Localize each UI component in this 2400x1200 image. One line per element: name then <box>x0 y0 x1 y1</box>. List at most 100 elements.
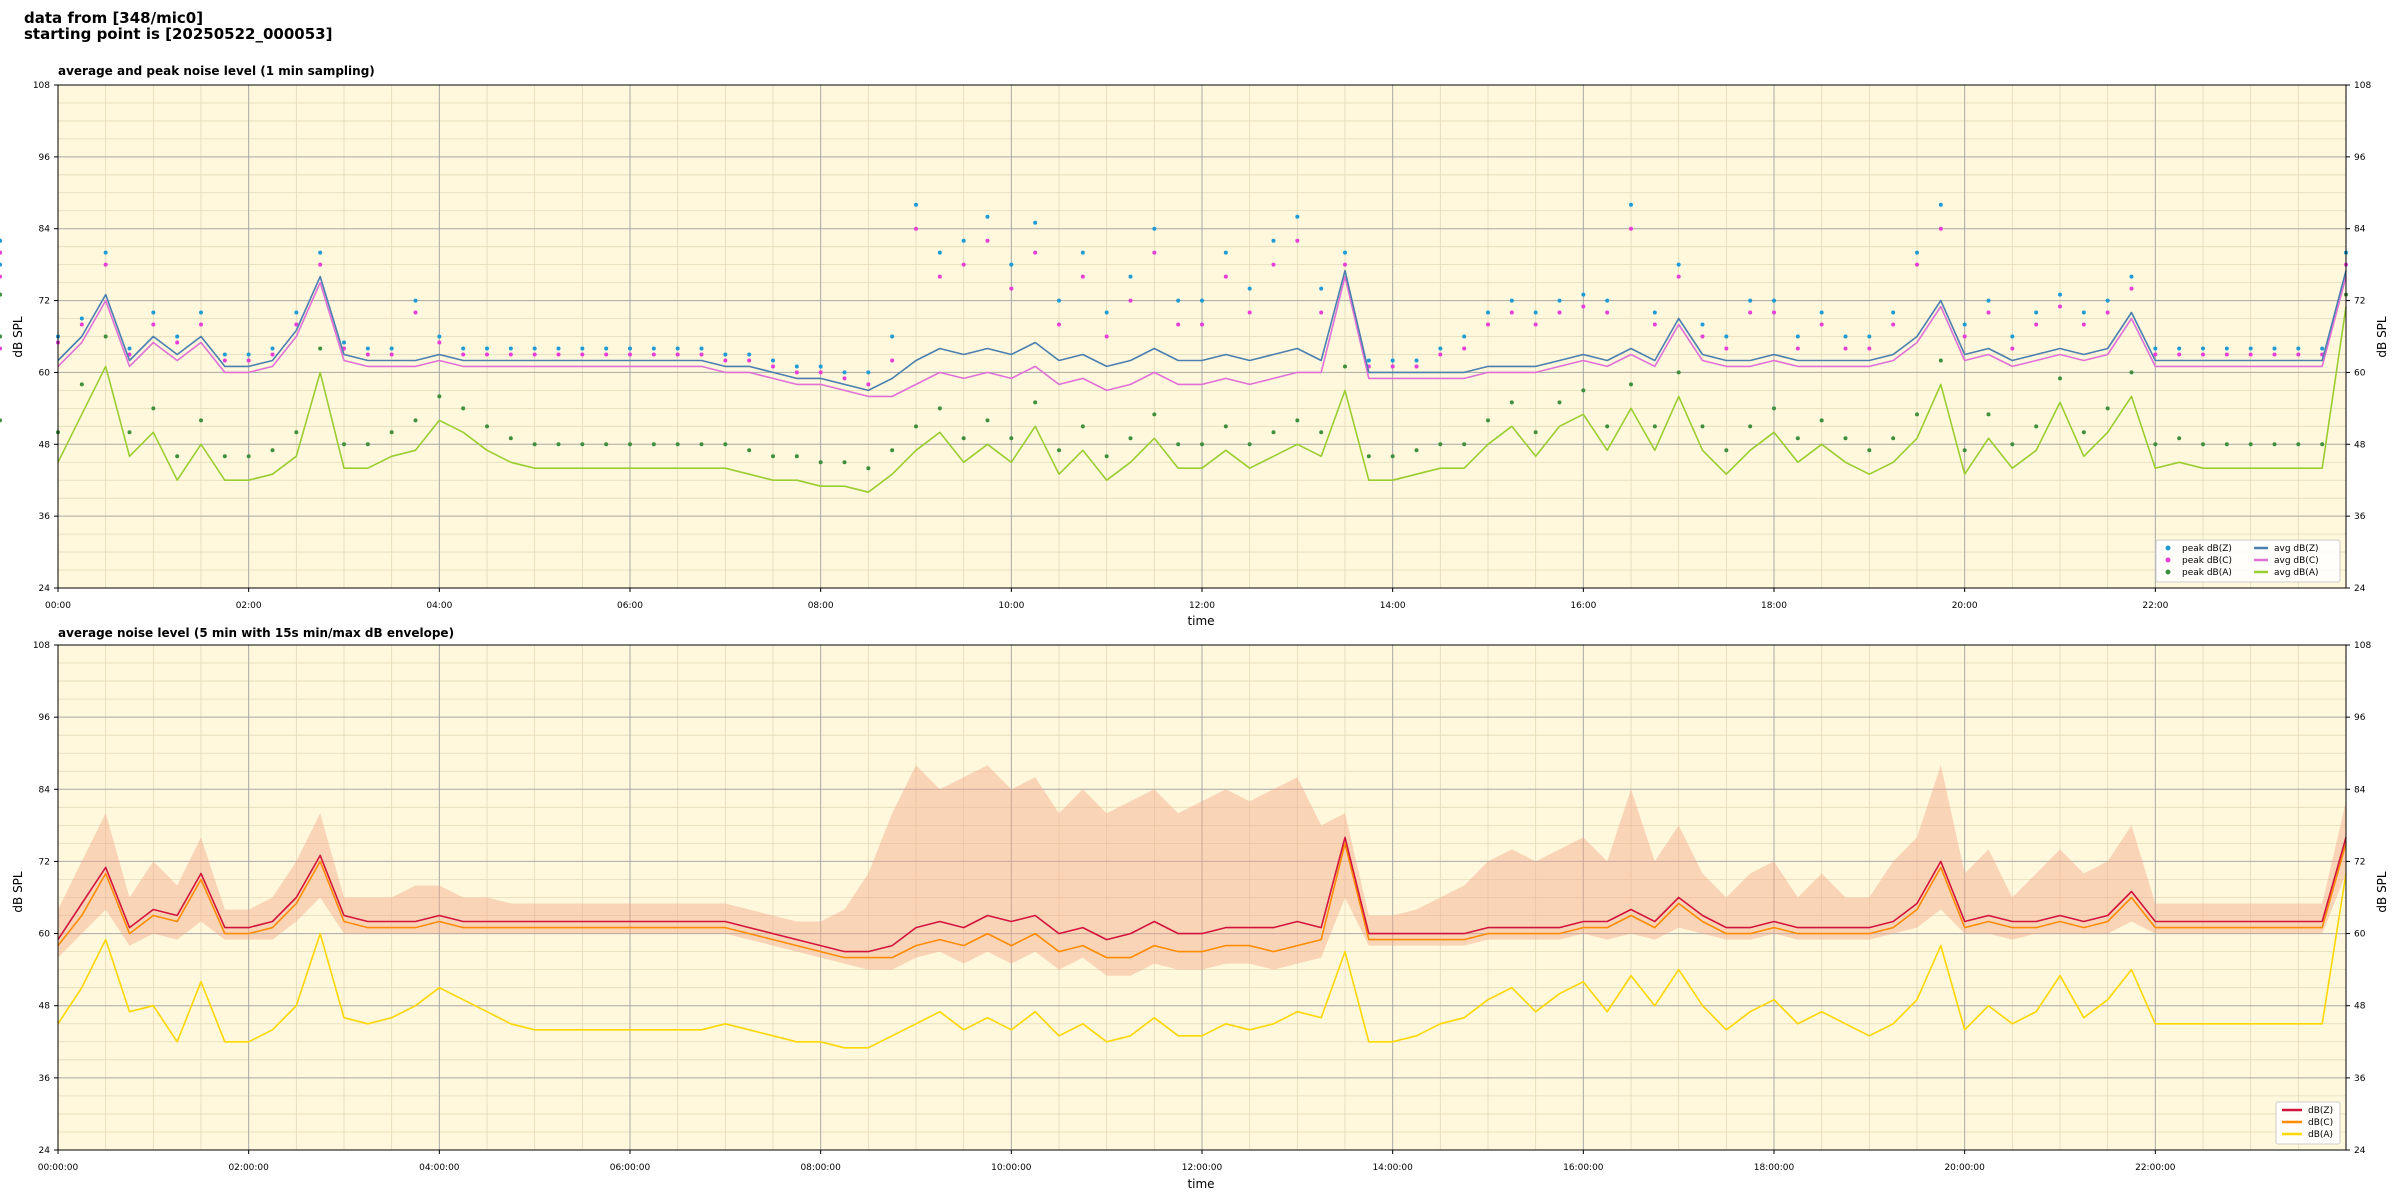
peak-point <box>842 460 847 465</box>
y-axis-label-right: dB SPL <box>2375 316 2389 358</box>
peak-point <box>1200 322 1204 327</box>
peak-point <box>771 364 775 369</box>
peak-point <box>2105 310 2110 315</box>
y-tick-label: 36 <box>39 1074 51 1084</box>
peak-point <box>628 346 632 351</box>
peak-point <box>2153 442 2158 447</box>
peak-point <box>961 436 966 441</box>
peak-point <box>1772 310 1776 315</box>
peak-point <box>2153 346 2158 351</box>
peak-point <box>2081 322 2086 327</box>
peak-point <box>1629 202 1633 207</box>
peak-point <box>270 448 275 453</box>
peak-point <box>1629 382 1633 387</box>
peak-point <box>151 322 156 327</box>
peak-point <box>2272 346 2277 351</box>
peak-point <box>1247 286 1252 291</box>
peak-point <box>270 346 275 351</box>
peak-point <box>651 352 656 357</box>
peak-point <box>890 334 895 339</box>
peak-point <box>1438 352 1443 357</box>
peak-point <box>675 346 680 351</box>
peak-point <box>0 274 2 279</box>
peak-point <box>1915 250 1919 255</box>
peak-point <box>222 352 227 357</box>
peak-point <box>1605 310 1610 315</box>
peak-point <box>199 310 203 315</box>
peak-point <box>79 382 84 387</box>
x-tick-label: 22:00:00 <box>2135 1163 2176 1173</box>
x-tick-label: 14:00 <box>1380 601 1406 611</box>
peak-point <box>2081 430 2086 435</box>
peak-point <box>222 454 227 459</box>
peak-point <box>1867 334 1872 339</box>
peak-point <box>2296 352 2301 357</box>
peak-point <box>1200 298 1204 303</box>
peak-point <box>342 442 346 447</box>
peak-point <box>747 448 752 453</box>
peak-point <box>1247 442 1252 447</box>
x-tick-label: 04:00:00 <box>419 1163 460 1173</box>
peak-point <box>222 358 227 363</box>
peak-point <box>151 310 156 315</box>
peak-point <box>2034 424 2039 429</box>
peak-point <box>1104 310 1109 315</box>
peak-point <box>1343 262 1347 267</box>
peak-point <box>175 334 180 339</box>
peak-point <box>1486 310 1490 315</box>
y-tick-label: 108 <box>33 641 50 651</box>
peak-point <box>1057 298 1061 303</box>
series-line <box>57 306 2347 493</box>
peak-point <box>1414 448 1419 453</box>
peak-point <box>1843 334 1848 339</box>
y-tick-label: 72 <box>39 857 50 867</box>
y-tick-label: 60 <box>39 930 51 940</box>
peak-point <box>1152 250 1157 255</box>
y-tick-label: 84 <box>2354 225 2366 235</box>
peak-point <box>1152 226 1157 231</box>
peak-point <box>2201 442 2205 447</box>
peak-point <box>842 370 847 375</box>
peak-point <box>1271 238 1276 243</box>
peak-point <box>1938 358 1943 363</box>
y-tick-label: 96 <box>39 153 51 163</box>
peak-point <box>1557 400 1562 405</box>
peak-point <box>1509 298 1514 303</box>
y-tick-label: 36 <box>39 512 51 522</box>
peak-point <box>2081 310 2086 315</box>
peak-point <box>389 352 394 357</box>
peak-point <box>1629 226 1633 231</box>
peak-point <box>1557 298 1562 303</box>
peak-point <box>890 358 895 363</box>
peak-point <box>1200 442 1204 447</box>
peak-point <box>794 454 799 459</box>
peak-point <box>1223 250 1228 255</box>
peak-point <box>1652 424 1657 429</box>
peak-point <box>0 250 2 255</box>
y-tick-label: 48 <box>39 1002 51 1012</box>
peak-point <box>1176 298 1181 303</box>
x-tick-label: 12:00 <box>1189 601 1215 611</box>
peak-point <box>127 430 132 435</box>
peak-point <box>747 352 752 357</box>
peak-point <box>1533 310 1538 315</box>
chart-avg-envelope: average noise level (5 min with 15s min/… <box>11 626 2389 1191</box>
peak-point <box>437 340 442 345</box>
peak-point <box>1343 250 1347 255</box>
peak-point <box>2201 346 2205 351</box>
peak-point <box>2272 352 2277 357</box>
peak-point <box>2296 442 2301 447</box>
peak-point <box>961 238 966 243</box>
peak-point <box>1223 274 1228 279</box>
x-tick-label: 10:00 <box>998 601 1024 611</box>
peak-point <box>2177 352 2182 357</box>
peak-point <box>818 460 823 465</box>
peak-point <box>2129 286 2134 291</box>
peak-point <box>651 346 656 351</box>
y-tick-label: 36 <box>2354 512 2366 522</box>
peak-point <box>1581 388 1586 393</box>
legend: dB(Z) dB(C) dB(A) <box>2275 1101 2341 1145</box>
y-tick-label: 24 <box>2354 584 2366 594</box>
peak-point <box>1748 310 1753 315</box>
x-tick-label: 08:00:00 <box>800 1163 841 1173</box>
